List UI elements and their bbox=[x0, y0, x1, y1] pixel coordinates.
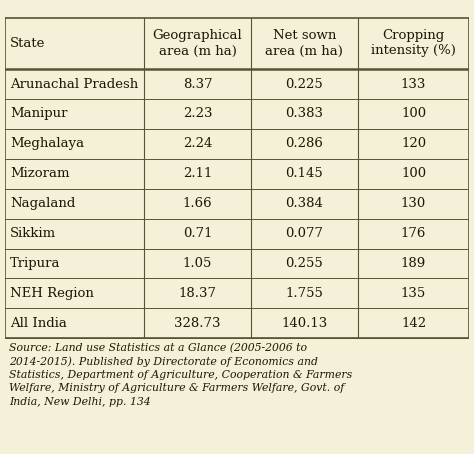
Text: 18.37: 18.37 bbox=[179, 287, 217, 300]
Text: 8.37: 8.37 bbox=[182, 78, 212, 90]
Text: Geographical
area (m ha): Geographical area (m ha) bbox=[153, 30, 242, 58]
Text: 0.383: 0.383 bbox=[285, 108, 323, 120]
Text: NEH Region: NEH Region bbox=[10, 287, 94, 300]
Text: 135: 135 bbox=[401, 287, 426, 300]
Text: 0.255: 0.255 bbox=[285, 257, 323, 270]
Text: Sikkim: Sikkim bbox=[10, 227, 56, 240]
Text: Arunachal Pradesh: Arunachal Pradesh bbox=[10, 78, 138, 90]
Text: Source: Land use Statistics at a Glance (2005-2006 to
2014-2015). Published by D: Source: Land use Statistics at a Glance … bbox=[9, 343, 353, 407]
Text: 0.077: 0.077 bbox=[285, 227, 323, 240]
Text: State: State bbox=[10, 37, 46, 50]
Text: 0.286: 0.286 bbox=[285, 137, 323, 150]
Text: 189: 189 bbox=[401, 257, 426, 270]
Text: Net sown
area (m ha): Net sown area (m ha) bbox=[265, 30, 343, 58]
Text: Meghalaya: Meghalaya bbox=[10, 137, 84, 150]
Text: 142: 142 bbox=[401, 317, 426, 330]
Text: 2.11: 2.11 bbox=[183, 167, 212, 180]
Text: Mizoram: Mizoram bbox=[10, 167, 70, 180]
Text: 328.73: 328.73 bbox=[174, 317, 221, 330]
Text: 1.66: 1.66 bbox=[182, 197, 212, 210]
Text: 0.384: 0.384 bbox=[285, 197, 323, 210]
Text: All India: All India bbox=[10, 317, 67, 330]
Text: 0.71: 0.71 bbox=[183, 227, 212, 240]
Text: 0.145: 0.145 bbox=[285, 167, 323, 180]
Text: 120: 120 bbox=[401, 137, 426, 150]
Text: 100: 100 bbox=[401, 108, 426, 120]
Text: Nagaland: Nagaland bbox=[10, 197, 76, 210]
Text: 0.225: 0.225 bbox=[285, 78, 323, 90]
Text: 100: 100 bbox=[401, 167, 426, 180]
Text: 1.755: 1.755 bbox=[285, 287, 323, 300]
Text: 2.23: 2.23 bbox=[183, 108, 212, 120]
Text: Cropping
intensity (%): Cropping intensity (%) bbox=[371, 30, 456, 58]
Text: 176: 176 bbox=[401, 227, 426, 240]
Text: Manipur: Manipur bbox=[10, 108, 68, 120]
Text: 2.24: 2.24 bbox=[183, 137, 212, 150]
Text: Tripura: Tripura bbox=[10, 257, 61, 270]
Text: 1.05: 1.05 bbox=[183, 257, 212, 270]
Text: 140.13: 140.13 bbox=[281, 317, 328, 330]
Text: 130: 130 bbox=[401, 197, 426, 210]
Text: 133: 133 bbox=[401, 78, 426, 90]
